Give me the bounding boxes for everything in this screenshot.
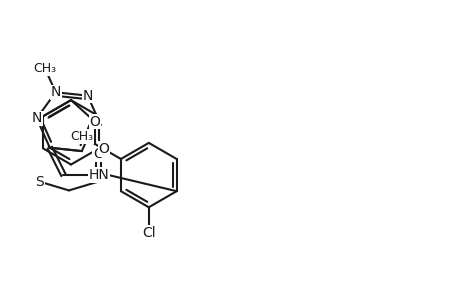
Text: O: O: [90, 115, 100, 129]
Text: Cl: Cl: [142, 226, 155, 240]
Text: CH₃: CH₃: [70, 130, 93, 143]
Text: S: S: [35, 175, 44, 189]
Text: HN: HN: [88, 168, 109, 182]
Text: CH₃: CH₃: [34, 62, 57, 76]
Text: N: N: [32, 111, 42, 125]
Text: N: N: [82, 88, 93, 103]
Text: N: N: [82, 88, 93, 103]
Text: O: O: [98, 142, 109, 156]
Text: O: O: [93, 147, 103, 161]
Text: N: N: [50, 85, 61, 99]
